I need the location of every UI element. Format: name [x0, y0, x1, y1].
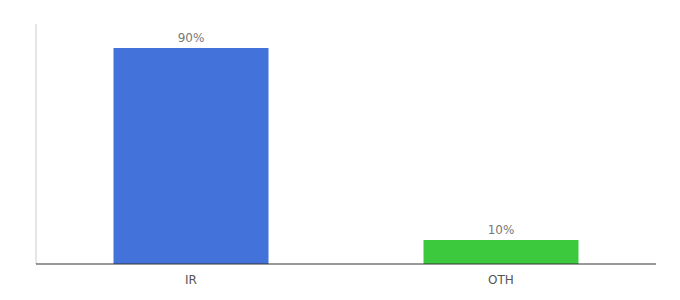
x-tick-label: IR [185, 273, 197, 287]
chart: 90% 10% IR OTH [0, 0, 680, 300]
bar [114, 48, 269, 264]
x-tick-label: OTH [488, 273, 514, 287]
chart-container: 90% 10% IR OTH [0, 0, 680, 300]
y-axis-line [36, 24, 37, 264]
x-axis-line [36, 264, 656, 265]
value-label: 90% [178, 31, 205, 45]
bar [424, 240, 579, 264]
bars [114, 48, 579, 264]
value-label: 10% [488, 223, 515, 237]
